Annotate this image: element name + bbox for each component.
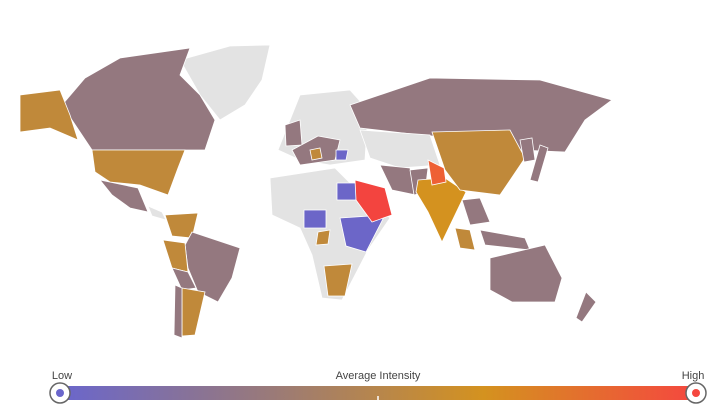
color-scale: [60, 386, 696, 400]
region: [354, 179, 393, 223]
region: [479, 229, 531, 251]
region: [303, 209, 327, 229]
region: [19, 89, 79, 141]
region: [179, 44, 271, 121]
region: [336, 182, 357, 201]
region: [359, 129, 441, 169]
region: [431, 129, 526, 196]
region: [171, 267, 197, 291]
region: [379, 164, 417, 196]
region: [309, 147, 323, 161]
region: [284, 119, 303, 147]
region: [489, 244, 563, 303]
world-map: [19, 44, 613, 339]
region: [519, 137, 536, 163]
region: [162, 239, 189, 273]
region: [61, 47, 216, 151]
region: [147, 205, 167, 221]
high-handle[interactable]: [685, 382, 707, 404]
region: [427, 159, 447, 186]
region: [98, 179, 149, 213]
region: [335, 149, 349, 161]
region: [529, 144, 549, 183]
region: [454, 227, 476, 251]
legend-title: Average Intensity: [336, 370, 421, 382]
region: [91, 149, 186, 196]
legend: Low Average Intensity High: [49, 370, 707, 404]
legend-low: Low: [52, 370, 72, 382]
region: [315, 229, 331, 246]
region: [575, 291, 597, 323]
low-handle[interactable]: [49, 382, 71, 404]
legend-high: High: [682, 370, 705, 382]
region: [181, 287, 206, 337]
region: [173, 284, 183, 339]
region: [323, 263, 353, 297]
region: [461, 197, 491, 226]
